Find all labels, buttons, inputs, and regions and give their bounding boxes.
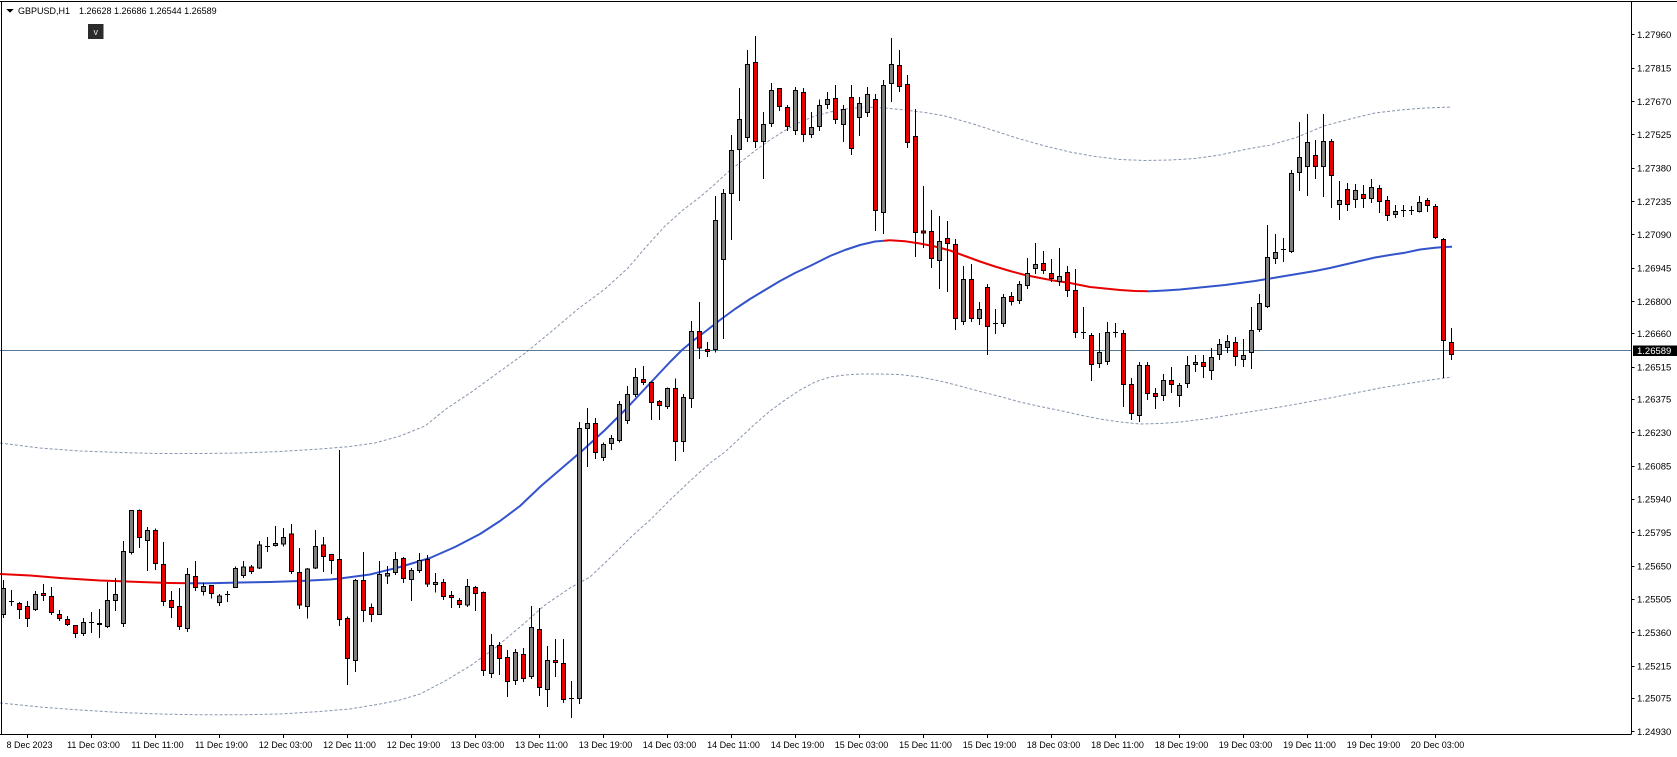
svg-text:1.25215: 1.25215: [1637, 661, 1671, 672]
svg-text:11 Dec 19:00: 11 Dec 19:00: [195, 740, 248, 750]
svg-text:GBPUSD,H1: GBPUSD,H1: [18, 6, 70, 16]
svg-text:1.26945: 1.26945: [1637, 264, 1671, 275]
svg-text:1.26660: 1.26660: [1637, 329, 1671, 340]
svg-text:12 Dec 11:00: 12 Dec 11:00: [323, 740, 376, 750]
svg-text:19 Dec 19:00: 19 Dec 19:00: [1347, 740, 1401, 750]
svg-text:1.27235: 1.27235: [1637, 197, 1671, 208]
svg-text:18 Dec 03:00: 18 Dec 03:00: [1027, 740, 1081, 750]
svg-text:15 Dec 11:00: 15 Dec 11:00: [899, 740, 952, 750]
svg-text:13 Dec 03:00: 13 Dec 03:00: [451, 740, 505, 750]
svg-text:1.27090: 1.27090: [1637, 230, 1671, 241]
svg-text:1.25795: 1.25795: [1637, 528, 1671, 539]
svg-text:1.27960: 1.27960: [1637, 30, 1671, 41]
svg-text:18 Dec 11:00: 18 Dec 11:00: [1091, 740, 1144, 750]
svg-text:11 Dec 03:00: 11 Dec 03:00: [67, 740, 120, 750]
svg-text:1.25075: 1.25075: [1637, 694, 1671, 705]
svg-text:12 Dec 03:00: 12 Dec 03:00: [259, 740, 313, 750]
svg-text:8 Dec 2023: 8 Dec 2023: [6, 740, 52, 750]
svg-text:1.26628 1.26686 1.26544 1.2658: 1.26628 1.26686 1.26544 1.26589: [79, 6, 217, 16]
svg-text:12 Dec 19:00: 12 Dec 19:00: [387, 740, 441, 750]
svg-text:1.26589: 1.26589: [1637, 346, 1671, 357]
svg-text:14 Dec 03:00: 14 Dec 03:00: [643, 740, 697, 750]
svg-text:1.26800: 1.26800: [1637, 297, 1671, 308]
svg-text:19 Dec 11:00: 19 Dec 11:00: [1283, 740, 1336, 750]
svg-text:1.27525: 1.27525: [1637, 130, 1671, 141]
svg-text:20 Dec 03:00: 20 Dec 03:00: [1411, 740, 1465, 750]
svg-text:v: v: [93, 27, 98, 37]
svg-text:11 Dec 11:00: 11 Dec 11:00: [131, 740, 183, 750]
svg-text:1.26375: 1.26375: [1637, 395, 1671, 406]
svg-text:15 Dec 19:00: 15 Dec 19:00: [963, 740, 1017, 750]
svg-text:1.25650: 1.25650: [1637, 561, 1671, 572]
svg-text:14 Dec 19:00: 14 Dec 19:00: [771, 740, 825, 750]
svg-text:1.26515: 1.26515: [1637, 362, 1671, 373]
svg-text:1.27670: 1.27670: [1637, 97, 1671, 108]
svg-text:14 Dec 11:00: 14 Dec 11:00: [707, 740, 760, 750]
svg-text:1.27815: 1.27815: [1637, 63, 1671, 74]
svg-text:19 Dec 03:00: 19 Dec 03:00: [1219, 740, 1273, 750]
svg-text:13 Dec 19:00: 13 Dec 19:00: [579, 740, 633, 750]
svg-text:1.25940: 1.25940: [1637, 495, 1671, 506]
svg-text:1.25360: 1.25360: [1637, 628, 1671, 639]
svg-text:1.27380: 1.27380: [1637, 164, 1671, 175]
svg-text:1.26230: 1.26230: [1637, 428, 1671, 439]
svg-text:15 Dec 03:00: 15 Dec 03:00: [835, 740, 889, 750]
svg-text:1.25505: 1.25505: [1637, 595, 1671, 606]
svg-text:13 Dec 11:00: 13 Dec 11:00: [515, 740, 568, 750]
svg-text:1.24930: 1.24930: [1637, 727, 1671, 738]
svg-text:1.26085: 1.26085: [1637, 461, 1671, 472]
svg-text:18 Dec 19:00: 18 Dec 19:00: [1155, 740, 1209, 750]
